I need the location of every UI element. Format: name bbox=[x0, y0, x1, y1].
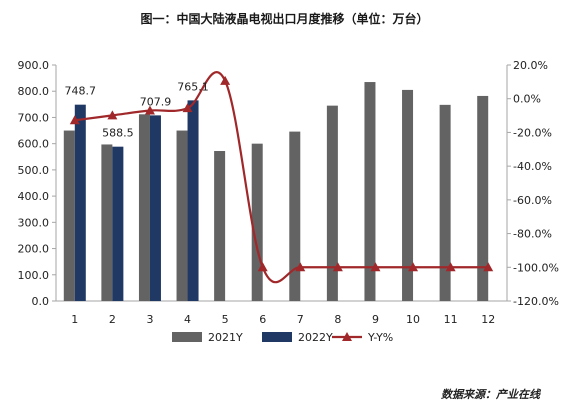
x-tick-label: 5 bbox=[222, 313, 229, 326]
bar-2021 bbox=[214, 151, 226, 301]
x-tick-label: 10 bbox=[406, 313, 420, 326]
y-right-tick-label: 0.0% bbox=[513, 93, 541, 106]
y-right-tick-label: -80.0% bbox=[513, 228, 552, 241]
data-label-2022: 707.9 bbox=[140, 95, 172, 108]
yoy-line-path bbox=[74, 71, 489, 284]
y-left-tick-label: 0.0 bbox=[32, 295, 50, 308]
yoy-point-marker bbox=[445, 262, 456, 272]
y-left-tick-label: 300.0 bbox=[18, 216, 50, 229]
bar-2021 bbox=[138, 114, 150, 301]
data-label-2022: 588.5 bbox=[102, 127, 134, 140]
x-tick-label: 3 bbox=[146, 313, 153, 326]
legend-label-2021: 2021Y bbox=[208, 331, 243, 344]
y-left-tick-label: 500.0 bbox=[18, 164, 50, 177]
bar-2022 bbox=[149, 115, 161, 301]
x-tick-label: 1 bbox=[71, 313, 78, 326]
y-right-tick-label: -120.0% bbox=[513, 295, 559, 308]
yoy-line bbox=[69, 71, 494, 284]
yoy-point-marker bbox=[370, 262, 381, 272]
x-tick-label: 4 bbox=[184, 313, 191, 326]
chart-title: 图一：中国大陆液晶电视出口月度推移（单位：万台） bbox=[140, 12, 429, 26]
bar-2021 bbox=[251, 143, 263, 301]
x-tick-label: 11 bbox=[444, 313, 458, 326]
yoy-point-marker bbox=[144, 105, 155, 115]
legend: 2021Y 2022Y Y-Y% bbox=[172, 331, 393, 344]
x-tick-label: 2 bbox=[109, 313, 116, 326]
data-labels: 748.7 588.5 707.9 765.1 bbox=[65, 80, 209, 139]
bar-2021 bbox=[326, 105, 338, 302]
legend-swatch-2022 bbox=[262, 332, 292, 342]
y-right-tick-label: -20.0% bbox=[513, 126, 552, 139]
x-tick-label: 12 bbox=[481, 313, 495, 326]
x-tick-label: 8 bbox=[334, 313, 341, 326]
bar-2021 bbox=[63, 130, 75, 301]
y-right-tick-label: -40.0% bbox=[513, 160, 552, 173]
bar-2021 bbox=[439, 104, 451, 301]
y-left-tick-label: 100.0 bbox=[18, 269, 50, 282]
yoy-point-marker bbox=[182, 103, 193, 113]
source-note: 数据来源：产业在线 bbox=[441, 388, 540, 401]
bar-2021 bbox=[364, 82, 376, 302]
data-label-2022: 748.7 bbox=[65, 85, 97, 98]
yoy-point-marker bbox=[295, 262, 306, 272]
yoy-point-marker bbox=[408, 262, 419, 272]
x-tick-label: 6 bbox=[259, 313, 266, 326]
y-left-tick-label: 800.0 bbox=[18, 85, 50, 98]
axes: 0.0100.0200.0300.0400.0500.0600.0700.080… bbox=[18, 59, 559, 326]
bar-2021 bbox=[477, 95, 489, 301]
yoy-point-marker bbox=[483, 262, 494, 272]
y-right-tick-label: -100.0% bbox=[513, 261, 559, 274]
bars bbox=[63, 82, 489, 302]
bar-2022 bbox=[112, 146, 124, 301]
y-left-tick-label: 400.0 bbox=[18, 190, 50, 203]
data-label-2022: 765.1 bbox=[177, 80, 209, 93]
bar-2022 bbox=[187, 100, 199, 301]
y-right-tick-label: -60.0% bbox=[513, 194, 552, 207]
legend-marker-yoy bbox=[342, 332, 352, 341]
yoy-point-marker bbox=[257, 262, 268, 272]
yoy-point-marker bbox=[332, 262, 343, 272]
y-left-tick-label: 200.0 bbox=[18, 243, 50, 256]
legend-label-yoy: Y-Y% bbox=[367, 331, 393, 344]
yoy-point-marker bbox=[107, 110, 118, 120]
yoy-point-marker bbox=[220, 75, 231, 85]
legend-swatch-2021 bbox=[172, 332, 202, 342]
bar-2021 bbox=[176, 130, 188, 301]
y-left-tick-label: 700.0 bbox=[18, 111, 50, 124]
x-tick-label: 7 bbox=[297, 313, 304, 326]
legend-label-2022: 2022Y bbox=[298, 331, 333, 344]
y-left-tick-label: 600.0 bbox=[18, 138, 50, 151]
y-right-tick-label: 20.0% bbox=[513, 59, 548, 72]
bar-2021 bbox=[101, 144, 113, 301]
y-left-tick-label: 900.0 bbox=[18, 59, 50, 72]
bar-2021 bbox=[402, 89, 414, 302]
yoy-point-marker bbox=[69, 115, 80, 125]
x-tick-label: 9 bbox=[372, 313, 379, 326]
bar-2022 bbox=[74, 104, 86, 301]
bar-2021 bbox=[289, 131, 301, 301]
